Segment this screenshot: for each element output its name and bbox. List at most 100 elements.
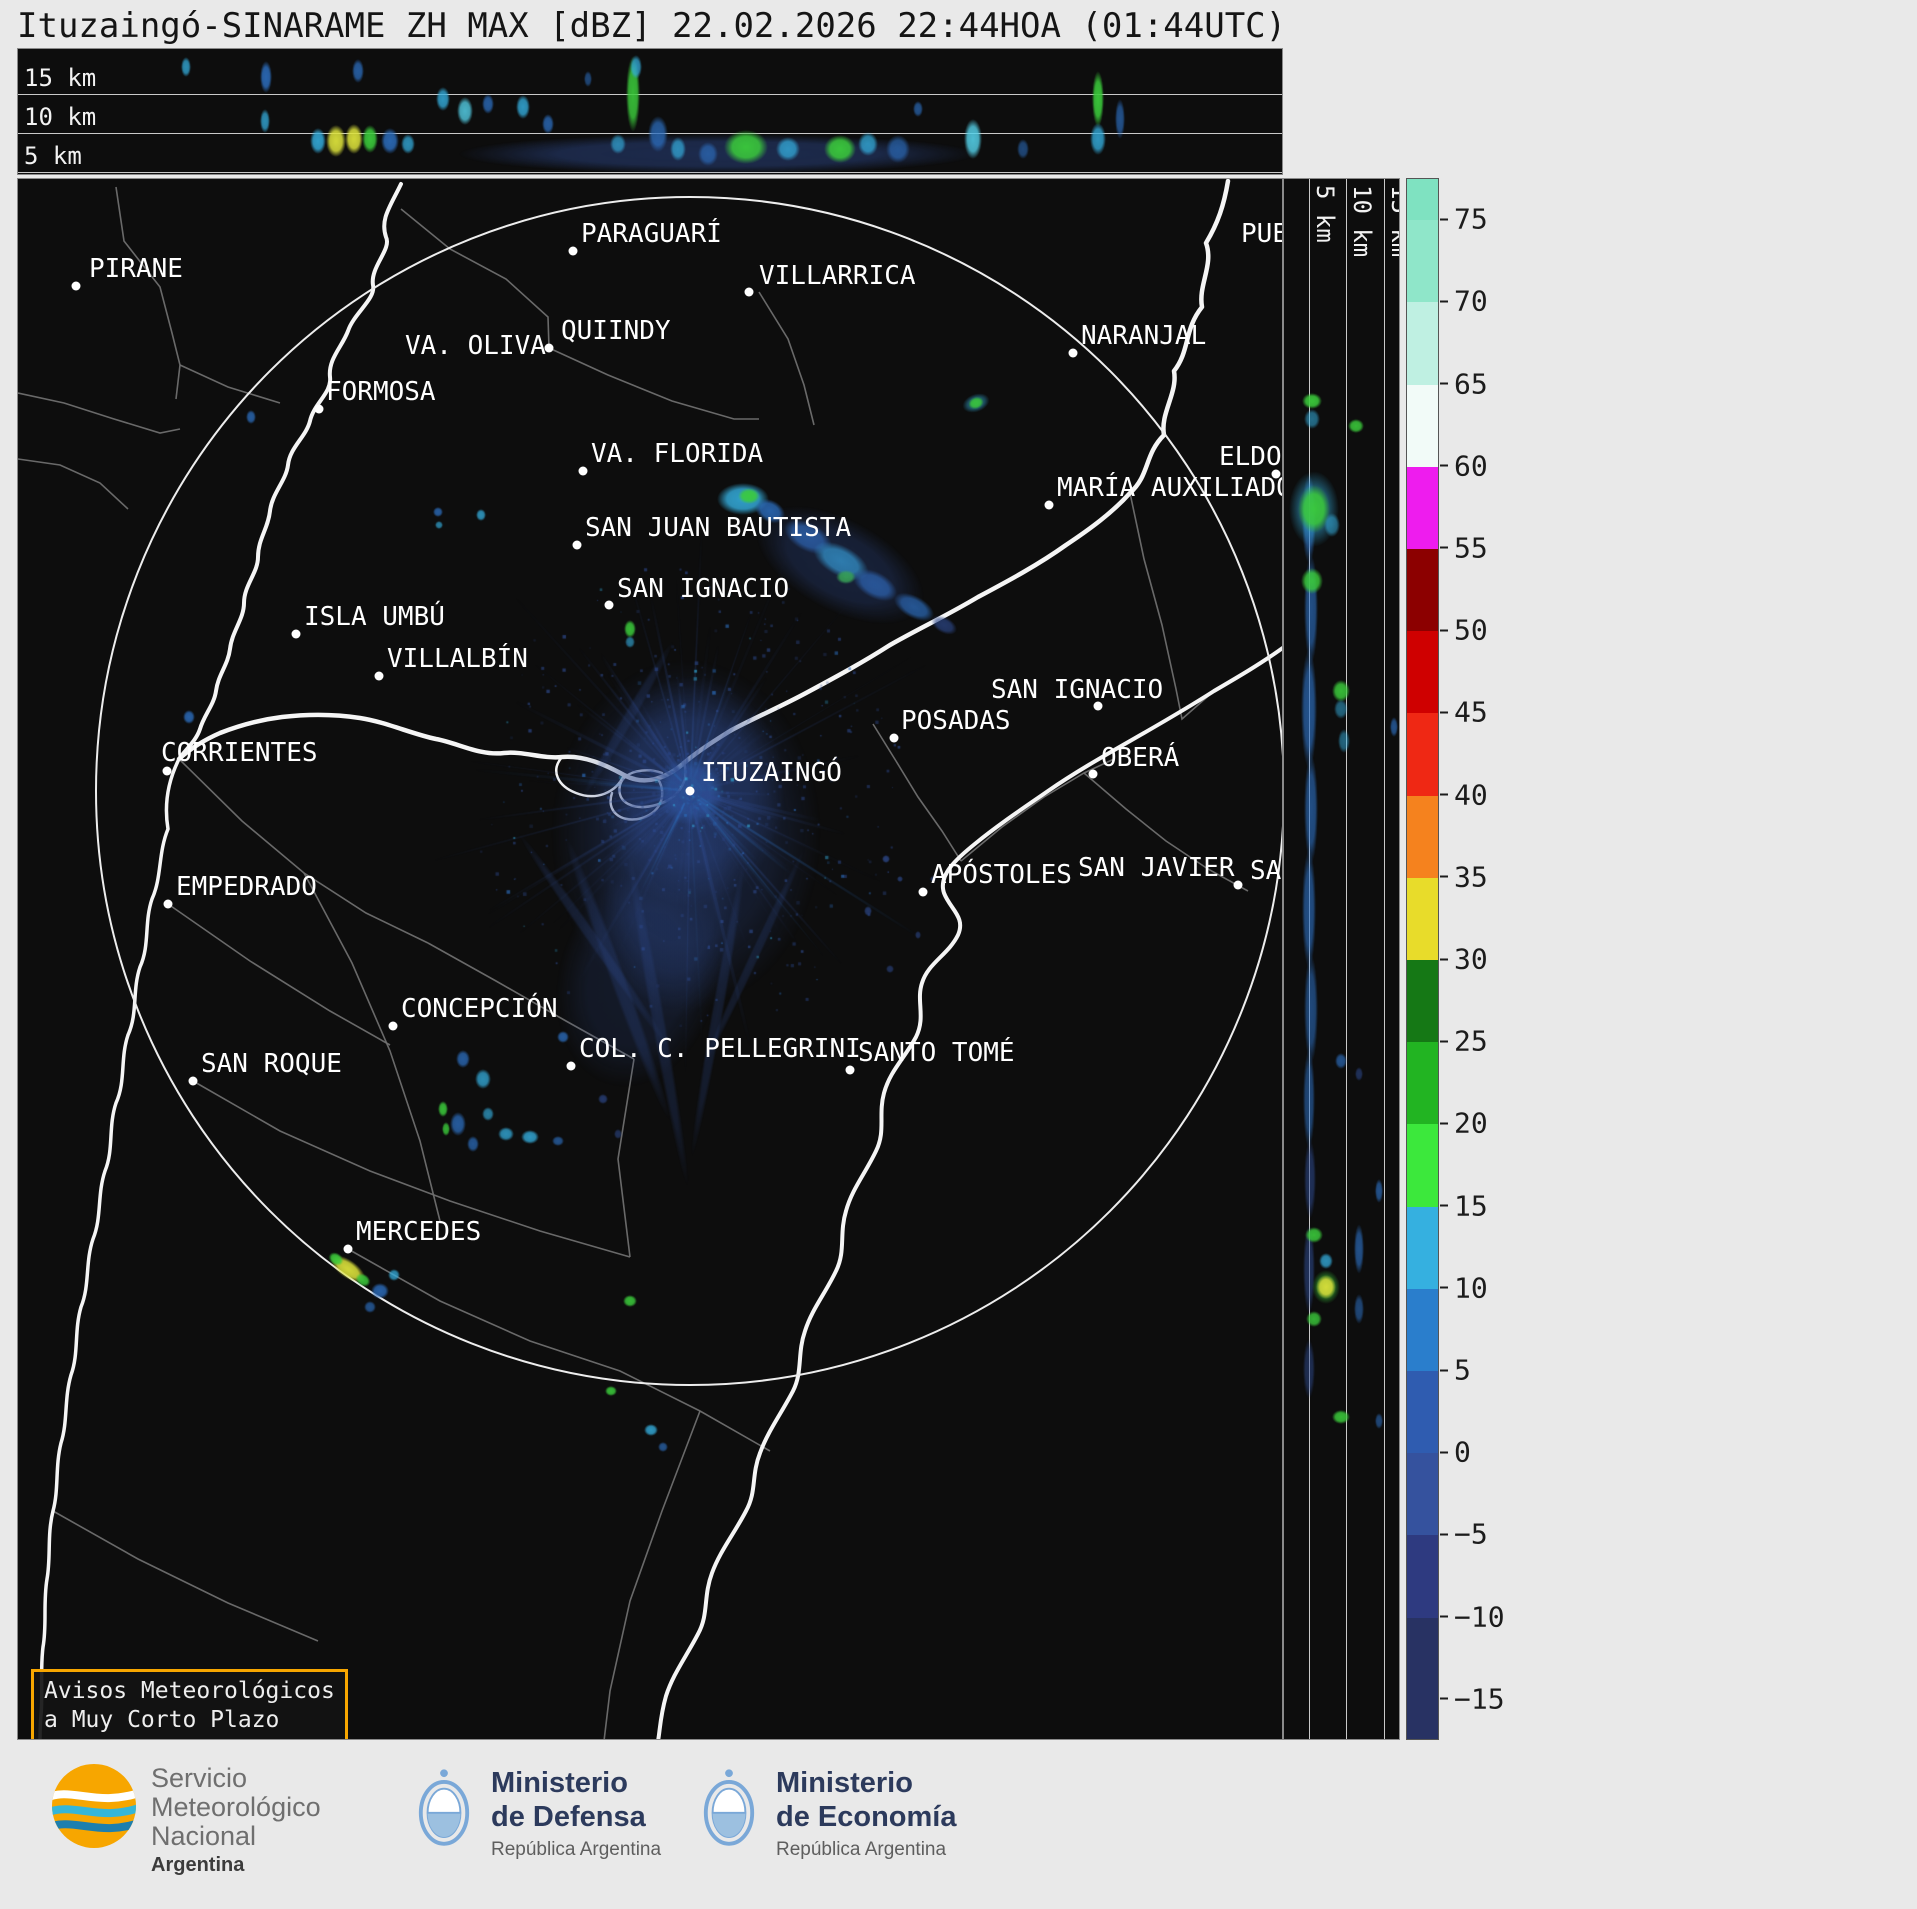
colorbar-band xyxy=(1407,1453,1438,1537)
city-label-mar-a-auxiliador: MARÍA AUXILIADOR xyxy=(1057,473,1283,503)
colorbar-tick-label: 20 xyxy=(1454,1106,1488,1140)
smn-brand-block: Servicio Meteorológico Nacional Argentin… xyxy=(52,1764,321,1877)
city-label-naranjal: NARANJAL xyxy=(1081,321,1207,351)
city-marker-concepci-n xyxy=(388,1021,398,1031)
colorbar-band xyxy=(1407,877,1438,961)
city-marker-san-juan-bautista xyxy=(572,540,582,550)
city-label-san-javier: SAN JAVIER xyxy=(1078,853,1235,883)
colorbar-tick-label: 65 xyxy=(1454,367,1488,401)
city-label-ituzaing: ITUZAINGÓ xyxy=(701,758,842,788)
city-label-eldorado: ELDORADO xyxy=(1219,442,1282,472)
ministry-economia-sub: República Argentina xyxy=(776,1839,947,1860)
colorbar-tick: −5 xyxy=(1440,1518,1488,1551)
colorbar-tick-mark xyxy=(1440,793,1448,796)
alert-line-2: a Muy Corto Plazo xyxy=(44,1707,280,1734)
colorbar-band xyxy=(1407,384,1438,468)
city-marker-mar-a-auxiliador xyxy=(1044,500,1054,510)
colorbar-tick: 40 xyxy=(1440,778,1488,811)
colorbar-band xyxy=(1407,1617,1438,1701)
city-marker-posadas xyxy=(889,733,899,743)
city-marker-isla-umb xyxy=(291,629,301,639)
altitude-label: 10 km xyxy=(1348,185,1376,258)
colorbar-tick: 35 xyxy=(1440,860,1488,893)
colorbar-tick: 60 xyxy=(1440,449,1488,482)
colorbar-tick: 45 xyxy=(1440,696,1488,729)
city-marker-villarrica xyxy=(744,287,754,297)
city-marker-pirane xyxy=(71,281,81,291)
city-label-posadas: POSADAS xyxy=(901,706,1011,736)
colorbar-band xyxy=(1407,1124,1438,1208)
altitude-label: 10 km xyxy=(24,103,97,131)
colorbar-tick-mark xyxy=(1440,382,1448,385)
ministry-defensa-line1: Ministerio xyxy=(491,1767,628,1799)
city-label-san-ignacio: SAN IGNACIO xyxy=(617,574,790,604)
ministry-defensa-block: Ministerio de Defensa República Argentin… xyxy=(415,1766,661,1861)
colorbar-band xyxy=(1407,713,1438,797)
city-label-empedrado: EMPEDRADO xyxy=(176,872,317,902)
colorbar-band xyxy=(1407,1535,1438,1619)
colorbar-tick-label: 55 xyxy=(1454,531,1488,565)
ministry-economia-line2: de Economía xyxy=(776,1801,957,1833)
city-marker-san-ignacio xyxy=(1093,701,1103,711)
city-marker-eldorado xyxy=(1271,469,1281,479)
colorbar-tick-label: 40 xyxy=(1454,778,1488,812)
colorbar-tick: 10 xyxy=(1440,1271,1488,1304)
colorbar-tick-label: 60 xyxy=(1454,449,1488,483)
city-label-isla-umb: ISLA UMBÚ xyxy=(304,602,445,632)
city-label-formosa: FORMOSA xyxy=(326,377,436,407)
colorbar-tick-label: 35 xyxy=(1454,860,1488,894)
city-marker-col-c-pellegrini xyxy=(566,1061,576,1071)
colorbar-tick-label: −15 xyxy=(1454,1682,1505,1716)
smn-text-block: Servicio Meteorológico Nacional Argentin… xyxy=(151,1764,321,1877)
smn-line-1: Servicio xyxy=(151,1763,248,1793)
top-altitude-profile-panel: 15 km 10 km 5 km xyxy=(17,48,1283,175)
colorbar-tick-mark xyxy=(1440,218,1448,221)
ministry-defensa-line2: de Defensa xyxy=(491,1801,646,1833)
colorbar-tick-mark xyxy=(1440,300,1448,303)
colorbar-tick-mark xyxy=(1440,1040,1448,1043)
colorbar-tick-mark xyxy=(1440,1369,1448,1372)
city-label-paraguar: PARAGUARÍ xyxy=(581,219,722,249)
colorbar-tick: 70 xyxy=(1440,285,1488,318)
city-marker-santo-tom xyxy=(845,1065,855,1075)
city-marker-corrientes xyxy=(162,766,172,776)
colorbar-tick-label: 45 xyxy=(1454,695,1488,729)
smn-line-3: Nacional xyxy=(151,1821,257,1851)
city-marker-ober xyxy=(1088,769,1098,779)
city-marker-empedrado xyxy=(163,899,173,909)
colorbar-band xyxy=(1407,1699,1438,1739)
colorbar-tick-label: 70 xyxy=(1454,284,1488,318)
city-marker-villalb-n xyxy=(374,671,384,681)
colorbar-band xyxy=(1407,1288,1438,1372)
altitude-label: 15 km xyxy=(24,64,97,92)
colorbar-tick: 65 xyxy=(1440,367,1488,400)
city-label-san: SAN xyxy=(1250,856,1282,886)
right-altitude-profile-panel: 5 km 10 km 15 km xyxy=(1283,178,1400,1740)
colorbar-tick-mark xyxy=(1440,1204,1448,1207)
colorbar-tick: 30 xyxy=(1440,943,1488,976)
city-label-san-juan-bautista: SAN JUAN BAUTISTA xyxy=(585,513,852,543)
city-marker-ap-stoles xyxy=(918,887,928,897)
colorbar-tick-mark xyxy=(1440,1451,1448,1454)
colorbar-tick-label: −5 xyxy=(1454,1517,1488,1551)
city-label-va-oliva: VA. OLIVA xyxy=(405,331,546,361)
city-marker-naranjal xyxy=(1068,348,1078,358)
colorbar-band xyxy=(1407,179,1438,221)
colorbar-tick-mark xyxy=(1440,1697,1448,1700)
ministry-economia-block: Ministerio de Economía República Argenti… xyxy=(700,1766,957,1861)
colorbar-tick-label: 10 xyxy=(1454,1271,1488,1305)
top-echo-canvas xyxy=(18,49,1282,174)
colorbar-band xyxy=(1407,960,1438,1043)
colorbar-tick: −10 xyxy=(1440,1600,1505,1633)
city-label-concepci-n: CONCEPCIÓN xyxy=(401,994,558,1024)
colorbar-tick-label: −10 xyxy=(1454,1600,1505,1634)
colorbar-band xyxy=(1407,1206,1438,1290)
footer: Servicio Meteorológico Nacional Argentin… xyxy=(0,1740,1917,1909)
city-label-corrientes: CORRIENTES xyxy=(161,738,318,768)
ministry-economia-text: Ministerio de Economía República Argenti… xyxy=(776,1766,957,1861)
colorbar-tick-label: 5 xyxy=(1454,1353,1471,1387)
city-label-layer: PIRANE PARAGUARÍ PUERTO VILLARRICA QUIINDY VA… xyxy=(18,179,1282,1739)
ministry-defensa-text: Ministerio de Defensa República Argentin… xyxy=(491,1766,661,1861)
city-label-quiindy: QUIINDY xyxy=(561,316,671,346)
smn-logo-icon xyxy=(52,1764,136,1848)
